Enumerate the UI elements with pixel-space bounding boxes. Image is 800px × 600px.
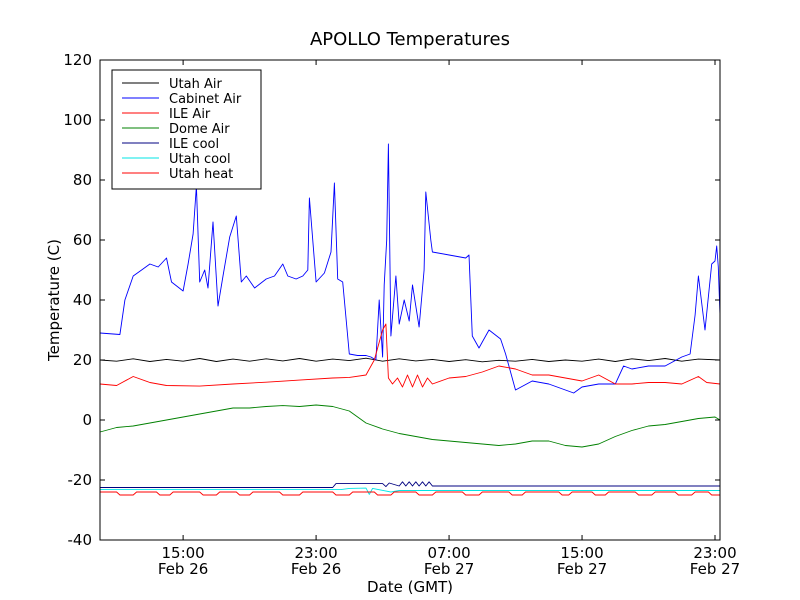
legend-label-utah-heat: Utah heat [169, 167, 233, 182]
x-tick-label-time: 15:00 [161, 544, 204, 562]
y-tick-label: 40 [73, 291, 92, 309]
x-tick-label-date: Feb 27 [690, 560, 740, 578]
legend-label-dome-air: Dome Air [169, 122, 230, 137]
series-line-ile-cool [100, 481, 720, 488]
y-tick-label: 60 [73, 231, 92, 249]
legend-label-utah-air: Utah Air [169, 77, 222, 92]
series-line-utah-cool [100, 487, 720, 495]
y-axis-label: Temperature (C) [45, 239, 63, 362]
x-tick-label-time: 07:00 [427, 544, 470, 562]
y-tick-label: 80 [73, 171, 92, 189]
y-tick-label: 100 [63, 111, 92, 129]
series-layer [99, 143, 721, 496]
series-line-ile-air [99, 323, 721, 388]
series-line-dome-air [99, 404, 721, 448]
plot-frame [99, 59, 721, 541]
legend-label-cabinet-air: Cabinet Air [169, 92, 242, 107]
series-line-utah-air [99, 357, 721, 363]
legend-label-ile-cool: ILE cool [169, 137, 219, 152]
x-tick-label-time: 23:00 [693, 544, 736, 562]
x-tick-label-date: Feb 26 [158, 560, 208, 578]
y-tick-label: 0 [82, 411, 92, 429]
x-axis-label: Date (GMT) [367, 578, 453, 596]
x-tick-label-date: Feb 27 [557, 560, 607, 578]
legend-box [111, 69, 262, 190]
x-tick-label-date: Feb 27 [424, 560, 474, 578]
y-tick-label: -20 [68, 471, 93, 489]
legend-label-utah-cool: Utah cool [169, 152, 231, 167]
x-tick-label-date: Feb 26 [291, 560, 341, 578]
y-tick-label: -40 [68, 531, 93, 549]
series-line-utah-heat [100, 491, 720, 496]
y-tick-label: 120 [63, 51, 92, 69]
chart-title: APOLLO Temperatures [310, 29, 510, 50]
x-tick-label-time: 23:00 [294, 544, 337, 562]
y-tick-label: 20 [73, 351, 92, 369]
x-tick-label-time: 15:00 [560, 544, 603, 562]
legend-label-ile-air: ILE Air [169, 107, 211, 122]
series-line-cabinet-air [99, 143, 721, 394]
